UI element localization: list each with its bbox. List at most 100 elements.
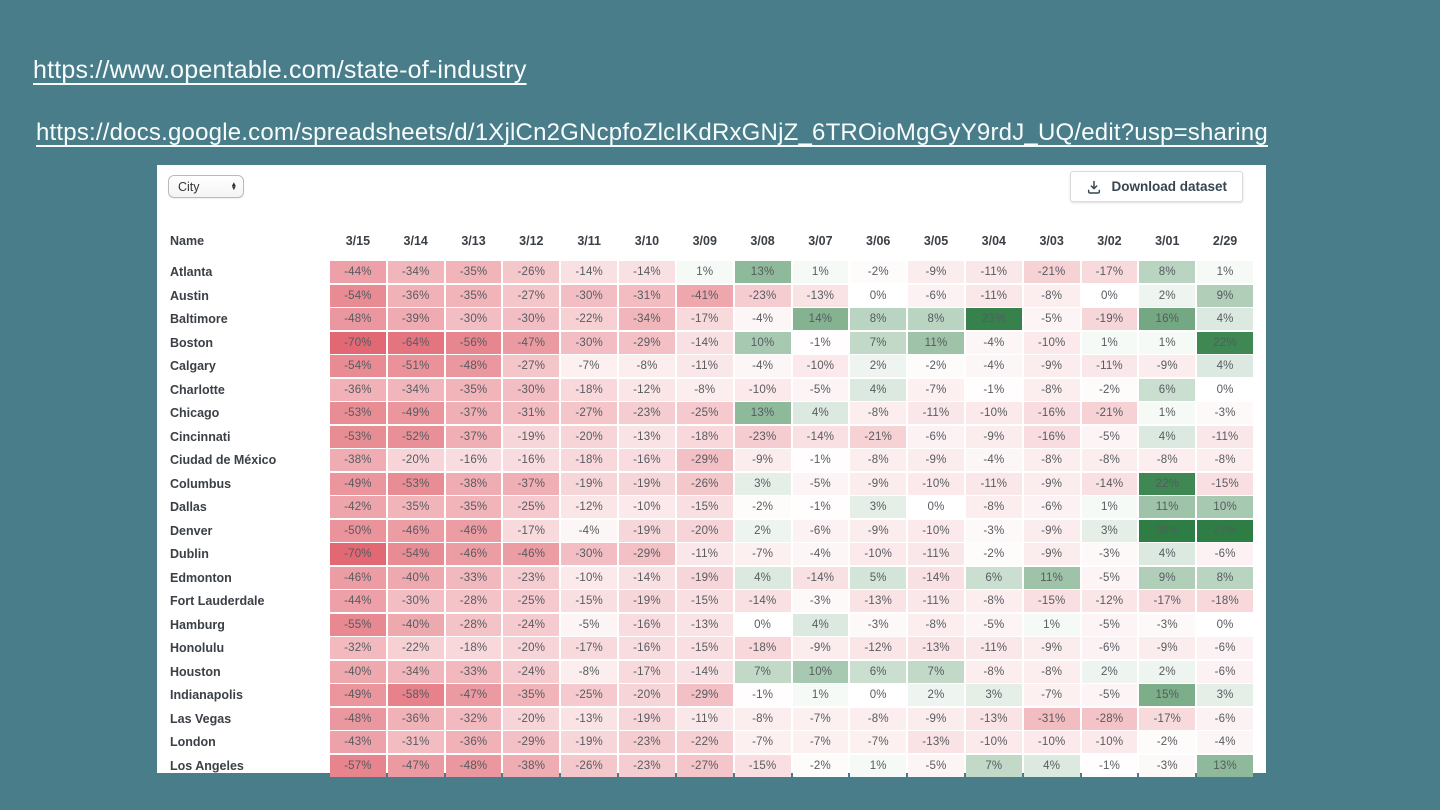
opentable-state-of-industry-link[interactable]: https://www.opentable.com/state-of-indus… xyxy=(33,56,527,84)
heatmap-cell: -8% xyxy=(734,707,791,730)
heatmap-cell: -8% xyxy=(965,590,1022,612)
heatmap-cell: 27% xyxy=(1197,519,1253,542)
heatmap-cell: -5% xyxy=(1023,308,1080,330)
heatmap-cell: -1% xyxy=(792,331,849,354)
heatmap-cell: -11% xyxy=(908,590,964,612)
heatmap-cell: -28% xyxy=(445,613,502,636)
row-name: Denver xyxy=(170,523,213,538)
heatmap-cell: -23% xyxy=(734,425,791,448)
column-header: 3/10 xyxy=(634,234,660,248)
heatmap-cell: -4% xyxy=(965,449,1022,471)
google-spreadsheet-link[interactable]: https://docs.google.com/spreadsheets/d/1… xyxy=(36,119,1268,146)
heatmap-cell: 7% xyxy=(850,331,907,354)
heatmap-cell: -46% xyxy=(503,543,560,565)
heatmap-cell: -10% xyxy=(1023,331,1080,354)
heatmap-cell: 1% xyxy=(1197,261,1253,283)
table-row: Hamburg -55% -40% -28% -24% -5% -16% -13% 0% 4% -3… xyxy=(170,613,1253,636)
heatmap-cell: -57% xyxy=(330,754,386,777)
heatmap-cell: -7% xyxy=(734,543,791,565)
heatmap-cell: -17% xyxy=(1081,261,1138,283)
heatmap-cell: -16% xyxy=(445,449,502,471)
heatmap-cell: -54% xyxy=(387,543,444,565)
heatmap-cell: 22% xyxy=(1139,472,1196,495)
city-filter-select[interactable]: City ▲ ▼ xyxy=(168,175,244,198)
heatmap-cell: -19% xyxy=(619,519,675,542)
heatmap-cell: -6% xyxy=(1023,496,1080,518)
heatmap-cell: -1% xyxy=(792,449,849,471)
heatmap-cell: -4% xyxy=(734,308,791,330)
heatmap-cell: -19% xyxy=(676,566,733,589)
heatmap-cell: -20% xyxy=(387,449,444,471)
heatmap-cell: -38% xyxy=(503,754,560,777)
heatmap-cell: -10% xyxy=(619,496,675,518)
heatmap-cell: -11% xyxy=(965,637,1022,659)
heatmap-cell: -11% xyxy=(908,402,964,424)
heatmap-cell: -19% xyxy=(561,472,618,495)
heatmap-cell: -42% xyxy=(330,496,386,518)
heatmap-cell: -14% xyxy=(792,425,849,448)
heatmap-cell: -24% xyxy=(503,613,560,636)
heatmap-cell: -9% xyxy=(1023,355,1080,377)
heatmap-cell: 2% xyxy=(850,355,907,377)
heatmap-cell: 0% xyxy=(850,684,907,706)
heatmap-cell: -1% xyxy=(965,378,1022,401)
heatmap-cell: -36% xyxy=(387,284,444,307)
row-name-header: Name xyxy=(170,234,205,248)
heatmap-cell: -3% xyxy=(850,613,907,636)
heatmap-cell: 4% xyxy=(850,378,907,401)
heatmap-cell: -2% xyxy=(850,261,907,283)
table-row: Fort Lauderdale -44% -30% -28% -25% -15% -19% -… xyxy=(170,590,1253,612)
heatmap-cell: -50% xyxy=(330,519,386,542)
heatmap-cell: -33% xyxy=(445,566,502,589)
heatmap-cell: -21% xyxy=(1023,261,1080,283)
heatmap-cell: -4% xyxy=(965,355,1022,377)
download-dataset-button[interactable]: Download dataset xyxy=(1070,171,1243,202)
heatmap-cell: -64% xyxy=(387,331,444,354)
heatmap-cell: -20% xyxy=(503,637,560,659)
heatmap-cell: -53% xyxy=(387,472,444,495)
heatmap-cell: -18% xyxy=(561,378,618,401)
heatmap-cell: -21% xyxy=(1081,402,1138,424)
row-name: Honolulu xyxy=(170,641,225,655)
heatmap-cell: 1% xyxy=(792,684,849,706)
heatmap-cell: -11% xyxy=(908,543,964,565)
heatmap-cell: -48% xyxy=(330,707,386,730)
heatmap-cell: -47% xyxy=(503,331,560,354)
heatmap-cell: -16% xyxy=(619,613,675,636)
heatmap-cell: -18% xyxy=(445,637,502,659)
heatmap-cell: 8% xyxy=(908,308,964,330)
heatmap-cell: 4% xyxy=(792,402,849,424)
row-name: Boston xyxy=(170,335,214,350)
heatmap-cell: -31% xyxy=(1023,707,1080,730)
heatmap-cell: -12% xyxy=(561,496,618,518)
heatmap-cell: -2% xyxy=(908,355,964,377)
heatmap-cell: 3% xyxy=(850,496,907,518)
heatmap-cell: 6% xyxy=(965,566,1022,589)
heatmap-cell: -55% xyxy=(330,613,386,636)
heatmap-cell: -18% xyxy=(561,449,618,471)
heatmap-cell: 0% xyxy=(908,496,964,518)
heatmap-cell: 23% xyxy=(965,308,1022,330)
heatmap-cell: 10% xyxy=(734,331,791,354)
heatmap-cell: -33% xyxy=(445,660,502,683)
heatmap-cell: -44% xyxy=(330,261,386,283)
heatmap-cell: -46% xyxy=(387,519,444,542)
heatmap-cell: -35% xyxy=(445,378,502,401)
heatmap-cell: -35% xyxy=(445,261,502,283)
heatmap-cell: -13% xyxy=(561,707,618,730)
heatmap-cell: -26% xyxy=(676,472,733,495)
heatmap-cell: 1% xyxy=(792,261,849,283)
heatmap-cell: 3% xyxy=(965,684,1022,706)
row-name: Baltimore xyxy=(170,312,228,326)
heatmap-cell: -15% xyxy=(676,590,733,612)
heatmap-cell: -43% xyxy=(330,731,386,753)
heatmap-cell: 15% xyxy=(1139,684,1196,706)
heatmap-cell: -12% xyxy=(850,637,907,659)
heatmap-cell: 0% xyxy=(1081,284,1138,307)
heatmap-cell: -6% xyxy=(1197,707,1253,730)
heatmap-cell: -5% xyxy=(1081,684,1138,706)
heatmap-cell: 2% xyxy=(1139,660,1196,683)
heatmap-cell: -40% xyxy=(387,566,444,589)
heatmap-cell: -13% xyxy=(792,284,849,307)
heatmap-cell: -5% xyxy=(965,613,1022,636)
